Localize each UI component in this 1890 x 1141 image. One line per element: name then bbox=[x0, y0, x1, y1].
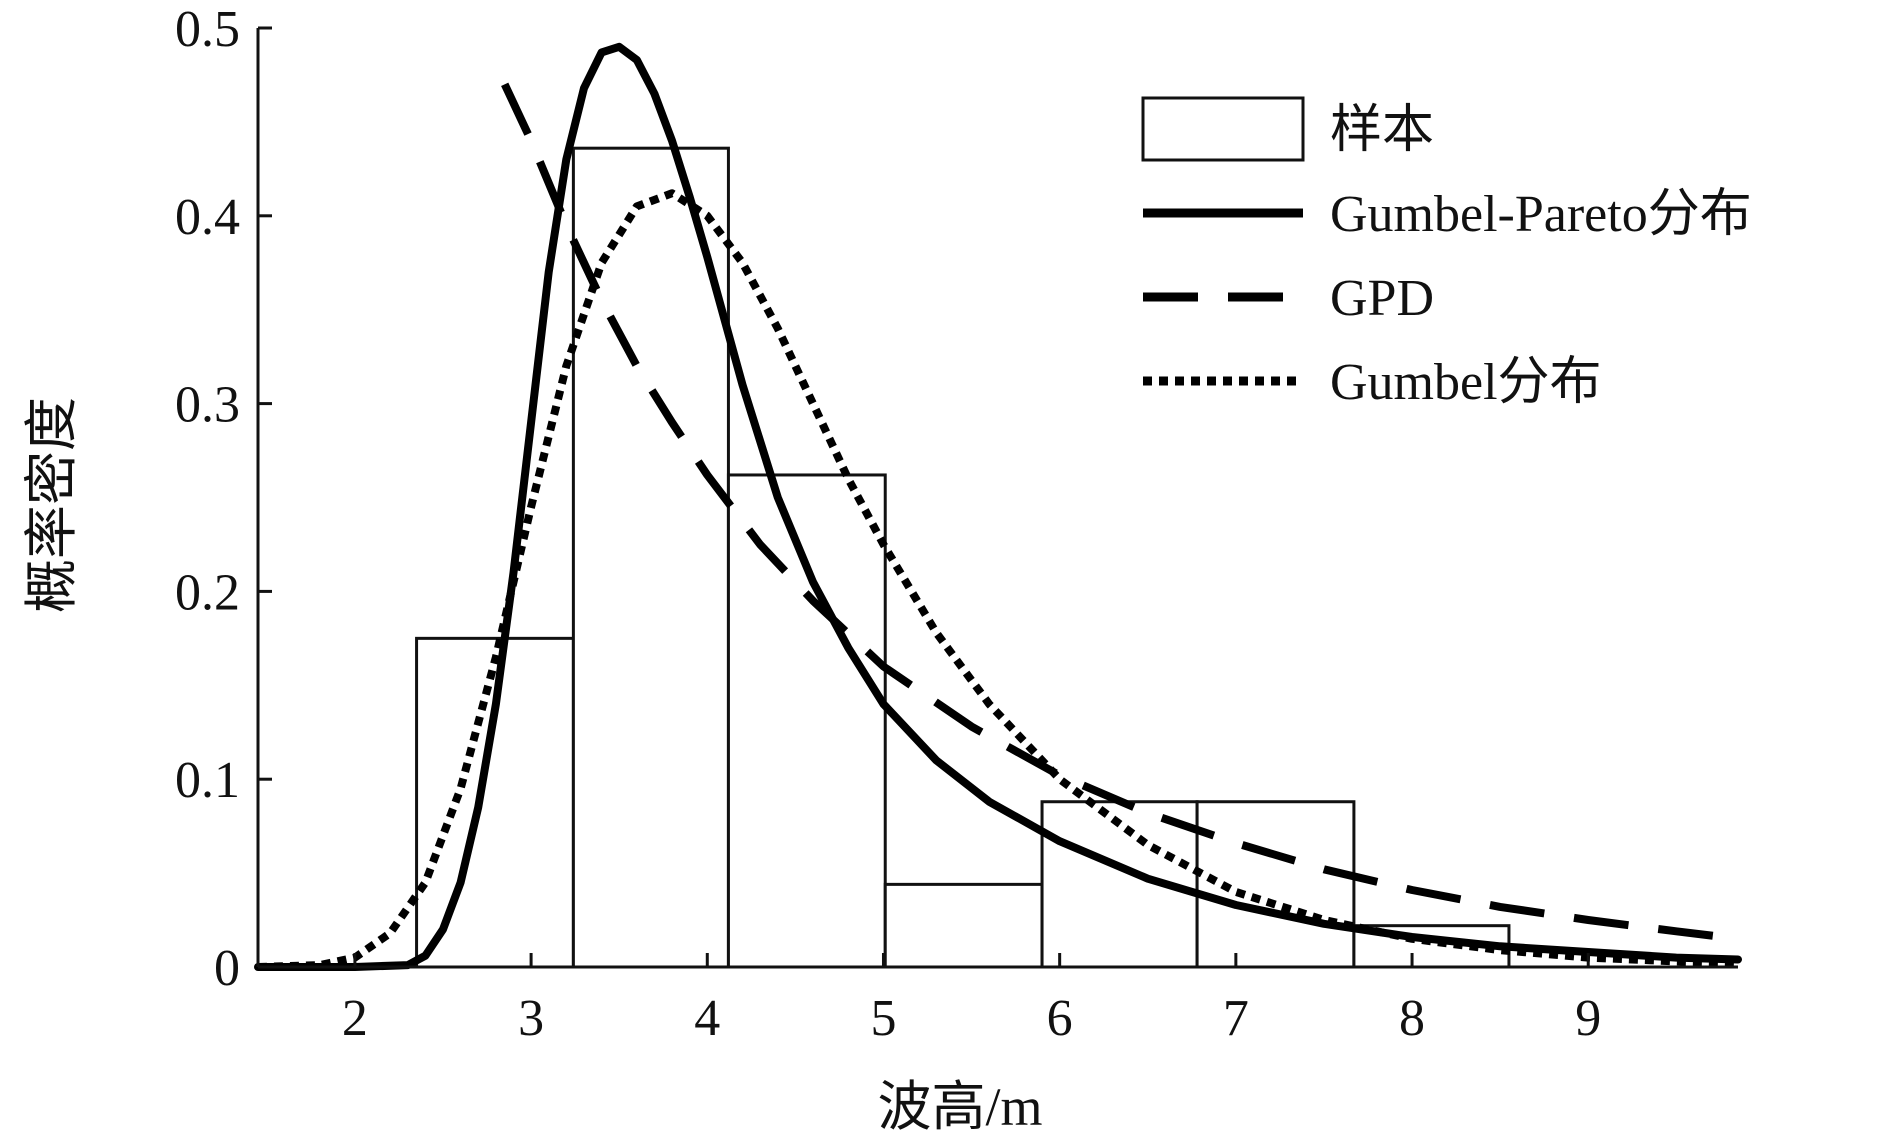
x-axis-title: 波高/m bbox=[877, 1077, 1042, 1137]
y-tick-label: 0.1 bbox=[175, 752, 240, 809]
x-tick-label: 4 bbox=[694, 990, 720, 1047]
legend: 样本 Gumbel-Pareto分布 GPD Gumbel分布 bbox=[1141, 96, 1752, 411]
histogram-bar bbox=[1195, 800, 1356, 969]
series-group bbox=[254, 42, 1742, 971]
histogram-bar bbox=[726, 473, 887, 969]
axes bbox=[256, 26, 1738, 969]
x-tick-label: 8 bbox=[1399, 990, 1425, 1047]
legend-label-histogram: 样本 bbox=[1330, 102, 1434, 159]
x-tick-label: 6 bbox=[1047, 990, 1073, 1047]
x-tick-label: 5 bbox=[870, 990, 896, 1047]
x-tick-label: 3 bbox=[518, 990, 544, 1047]
y-tick-label: 0 bbox=[214, 940, 240, 997]
y-axis-title: 概率密度 bbox=[22, 397, 82, 613]
y-tick-label: 0.3 bbox=[175, 377, 240, 434]
x-tick-label: 2 bbox=[342, 990, 368, 1047]
legend-label-gumbel: Gumbel分布 bbox=[1330, 354, 1602, 411]
histogram bbox=[415, 146, 1511, 969]
legend-label-gumbel-pareto: Gumbel-Pareto分布 bbox=[1330, 186, 1752, 243]
y-tick-label: 0.5 bbox=[175, 1, 240, 58]
y-tick-label: 0.4 bbox=[175, 189, 240, 246]
histogram-bar bbox=[883, 882, 1044, 969]
series-line-gumbel bbox=[257, 189, 1739, 971]
legend-label-gpd: GPD bbox=[1330, 270, 1434, 327]
histogram-bar bbox=[571, 146, 730, 969]
y-tick-label: 0.2 bbox=[175, 564, 240, 621]
legend-swatch-histogram bbox=[1141, 96, 1305, 162]
x-tick-label: 7 bbox=[1223, 990, 1249, 1047]
x-tick-label: 9 bbox=[1575, 990, 1601, 1047]
series-line-gumbel-pareto bbox=[254, 42, 1742, 971]
tick-labels: 2 3 4 5 6 7 8 9 0 0.1 0.2 0.3 0.4 0.5 bbox=[175, 1, 1601, 1047]
